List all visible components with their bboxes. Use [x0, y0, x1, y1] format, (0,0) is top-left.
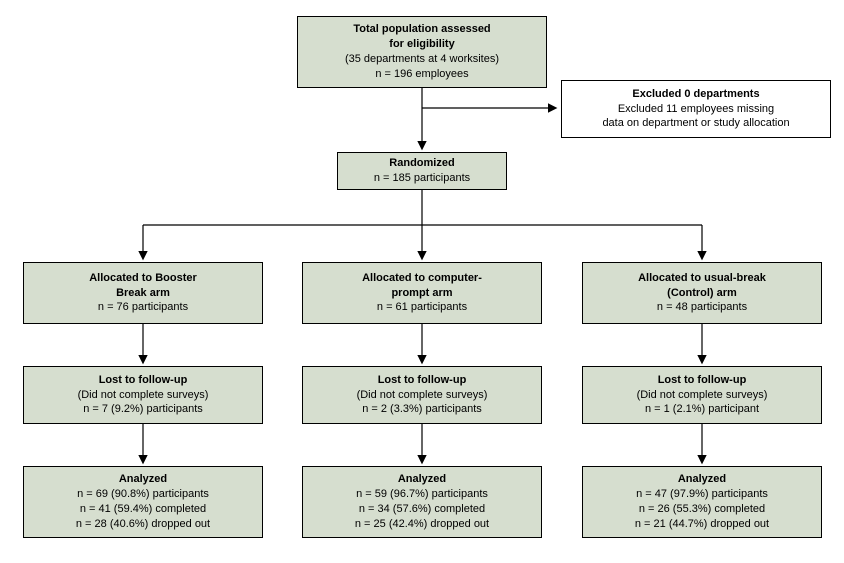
booster-analyzed-box: Analyzed n = 69 (90.8%) participants n =…	[23, 466, 263, 538]
control-ana-title: Analyzed	[678, 472, 726, 487]
randomized-line1: n = 185 participants	[374, 171, 470, 186]
booster-lost-box: Lost to follow-up (Did not complete surv…	[23, 366, 263, 424]
control-alloc-box: Allocated to usual-break (Control) arm n…	[582, 262, 822, 324]
prompt-alloc-title2: prompt arm	[391, 286, 452, 301]
eligibility-box: Total population assessed for eligibilit…	[297, 16, 547, 88]
prompt-ana-line3: n = 25 (42.4%) dropped out	[355, 517, 489, 532]
eligibility-title2: for eligibility	[389, 37, 454, 52]
prompt-analyzed-box: Analyzed n = 59 (96.7%) participants n =…	[302, 466, 542, 538]
randomized-title: Randomized	[389, 156, 454, 171]
prompt-alloc-title1: Allocated to computer-	[362, 271, 482, 286]
control-lost-line1: (Did not complete surveys)	[637, 388, 768, 403]
control-lost-box: Lost to follow-up (Did not complete surv…	[582, 366, 822, 424]
excluded-line2: data on department or study allocation	[602, 116, 789, 131]
prompt-lost-line1: (Did not complete surveys)	[357, 388, 488, 403]
control-lost-title: Lost to follow-up	[658, 373, 747, 388]
prompt-alloc-line: n = 61 participants	[377, 300, 467, 315]
booster-alloc-line: n = 76 participants	[98, 300, 188, 315]
control-ana-line2: n = 26 (55.3%) completed	[639, 502, 765, 517]
eligibility-line1: (35 departments at 4 worksites)	[345, 52, 499, 67]
eligibility-line2: n = 196 employees	[375, 67, 468, 82]
booster-ana-line3: n = 28 (40.6%) dropped out	[76, 517, 210, 532]
control-analyzed-box: Analyzed n = 47 (97.9%) participants n =…	[582, 466, 822, 538]
excluded-title: Excluded 0 departments	[632, 87, 759, 102]
booster-lost-line2: n = 7 (9.2%) participants	[83, 402, 203, 417]
booster-ana-line1: n = 69 (90.8%) participants	[77, 487, 209, 502]
excluded-box: Excluded 0 departments Excluded 11 emplo…	[561, 80, 831, 138]
control-alloc-line: n = 48 participants	[657, 300, 747, 315]
booster-ana-title: Analyzed	[119, 472, 167, 487]
prompt-ana-line1: n = 59 (96.7%) participants	[356, 487, 488, 502]
excluded-line1: Excluded 11 employees missing	[618, 102, 774, 117]
prompt-alloc-box: Allocated to computer- prompt arm n = 61…	[302, 262, 542, 324]
prompt-lost-box: Lost to follow-up (Did not complete surv…	[302, 366, 542, 424]
randomized-box: Randomized n = 185 participants	[337, 152, 507, 190]
eligibility-title1: Total population assessed	[353, 22, 490, 37]
booster-lost-title: Lost to follow-up	[99, 373, 188, 388]
booster-alloc-title2: Break arm	[116, 286, 170, 301]
control-ana-line3: n = 21 (44.7%) dropped out	[635, 517, 769, 532]
booster-lost-line1: (Did not complete surveys)	[78, 388, 209, 403]
control-ana-line1: n = 47 (97.9%) participants	[636, 487, 768, 502]
booster-alloc-title1: Allocated to Booster	[89, 271, 197, 286]
prompt-lost-title: Lost to follow-up	[378, 373, 467, 388]
prompt-ana-title: Analyzed	[398, 472, 446, 487]
control-alloc-title1: Allocated to usual-break	[638, 271, 766, 286]
control-lost-line2: n = 1 (2.1%) participant	[645, 402, 759, 417]
booster-alloc-box: Allocated to Booster Break arm n = 76 pa…	[23, 262, 263, 324]
control-alloc-title2: (Control) arm	[667, 286, 737, 301]
prompt-ana-line2: n = 34 (57.6%) completed	[359, 502, 485, 517]
prompt-lost-line2: n = 2 (3.3%) participants	[362, 402, 482, 417]
booster-ana-line2: n = 41 (59.4%) completed	[80, 502, 206, 517]
